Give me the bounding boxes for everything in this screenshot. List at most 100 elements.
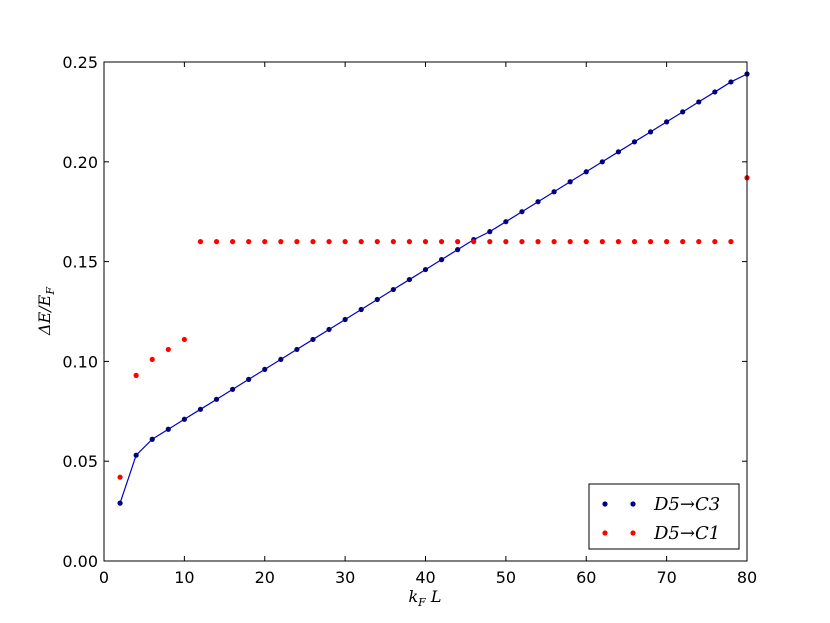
y-tick-label: 0.25	[62, 53, 98, 72]
legend-marker-d5-c3-b	[630, 501, 636, 507]
series-1-point	[374, 239, 380, 245]
series-0-point	[246, 376, 252, 382]
series-0-point	[503, 219, 509, 225]
series-0-point	[535, 199, 541, 205]
y-tick-label: 0.05	[62, 452, 98, 471]
series-0-point	[197, 406, 204, 412]
series-0-point	[342, 316, 348, 323]
legend-marker-d5-c1-a	[602, 530, 608, 536]
series-0-point	[149, 436, 155, 442]
series-1-point	[535, 239, 541, 245]
series-1-point	[390, 239, 396, 245]
series-1-point	[519, 239, 525, 245]
series-1-point	[230, 239, 236, 245]
series-1-point	[551, 239, 557, 245]
x-tick-label: 70	[656, 568, 676, 587]
series-1-point	[712, 239, 718, 245]
series-1-point	[165, 346, 171, 353]
series-1-point	[615, 239, 622, 245]
series-line	[119, 73, 748, 504]
series-1-point	[406, 239, 413, 245]
series-0-point	[519, 209, 525, 215]
series-0-point	[358, 306, 364, 313]
data-layer	[117, 71, 750, 506]
series-0-point	[712, 89, 718, 95]
series-0-point	[262, 366, 268, 372]
series-0-point	[326, 326, 332, 333]
series-0-point	[278, 356, 284, 363]
ticks-layer: 0 10 20 30 40 50 60 70 80 0.00 0.05 0.10 0.15 0.20 0.2…	[62, 53, 757, 587]
series-1-point	[117, 474, 123, 480]
series-1-point	[278, 239, 284, 245]
series-0-point	[631, 139, 638, 145]
series-1-point	[664, 239, 670, 245]
x-tick-label: 0	[99, 568, 109, 587]
series-1-point	[422, 239, 429, 245]
y-tick-label: 0.00	[62, 552, 98, 571]
series-1-point	[133, 372, 139, 378]
series-1-point	[696, 239, 702, 245]
series-1-point	[310, 239, 316, 245]
series-0-point	[230, 386, 236, 392]
series-1-point	[631, 239, 638, 245]
series-0-point	[181, 416, 187, 422]
series-0-point	[599, 159, 605, 165]
series-1-point	[149, 356, 155, 363]
series-1-point	[728, 239, 734, 245]
series-0-point	[438, 257, 445, 263]
series-1-point	[358, 239, 364, 245]
series-0-point	[390, 286, 396, 293]
series-1-point	[583, 239, 589, 245]
series-0-point	[406, 276, 413, 283]
series-0-point	[455, 247, 461, 253]
series-1-point	[680, 239, 686, 245]
series-0-point	[551, 189, 557, 195]
series-0-point	[696, 99, 702, 105]
x-tick-label: 20	[255, 568, 275, 587]
series-1-point	[647, 239, 654, 245]
series-0-point	[294, 346, 300, 353]
x-tick-label: 50	[496, 568, 516, 587]
series-1-point	[455, 239, 461, 245]
series-1-point	[471, 239, 477, 245]
series-1-point	[326, 239, 332, 245]
series-1-point	[487, 239, 493, 245]
series-0-point	[487, 229, 493, 235]
legend-frame	[588, 483, 740, 550]
legend-marker-d5-c3-a	[602, 501, 608, 507]
series-1-point	[503, 239, 509, 245]
legend-label-d5-c3: D5→C3	[653, 494, 720, 515]
series-1-point	[294, 239, 300, 245]
y-tick-label: 0.15	[62, 253, 98, 272]
x-tick-label: 30	[335, 568, 355, 587]
series-1-point	[262, 239, 268, 245]
series-0-point	[728, 79, 734, 85]
series-1-point	[246, 239, 252, 245]
series-1-point	[197, 239, 204, 245]
series-1-point	[342, 239, 348, 245]
legend-marker-d5-c1-b	[630, 530, 636, 536]
series-0-point	[680, 109, 686, 115]
series-0-point	[615, 149, 622, 155]
series-1-point	[213, 239, 220, 245]
series-1-point	[599, 239, 605, 245]
series-0-point	[374, 296, 380, 303]
x-tick-label: 40	[415, 568, 435, 587]
series-1-point	[438, 239, 445, 245]
legend-label-d5-c1: D5→C1	[653, 523, 720, 544]
series-0-point	[117, 500, 123, 506]
series-0-point	[647, 129, 654, 135]
x-tick-label: 10	[174, 568, 194, 587]
series-0-point	[422, 266, 429, 273]
series-0-point	[213, 396, 220, 402]
series-0-point	[133, 452, 139, 458]
series-0-point	[567, 179, 573, 185]
series-0-point	[664, 119, 670, 125]
y-tick-label: 0.10	[62, 352, 98, 371]
series-0-point	[165, 426, 171, 432]
x-tick-label: 60	[576, 568, 596, 587]
series-1-point	[567, 239, 573, 245]
y-tick-label: 0.20	[62, 153, 98, 172]
legend: D5→C3 D5→C1	[588, 483, 740, 550]
